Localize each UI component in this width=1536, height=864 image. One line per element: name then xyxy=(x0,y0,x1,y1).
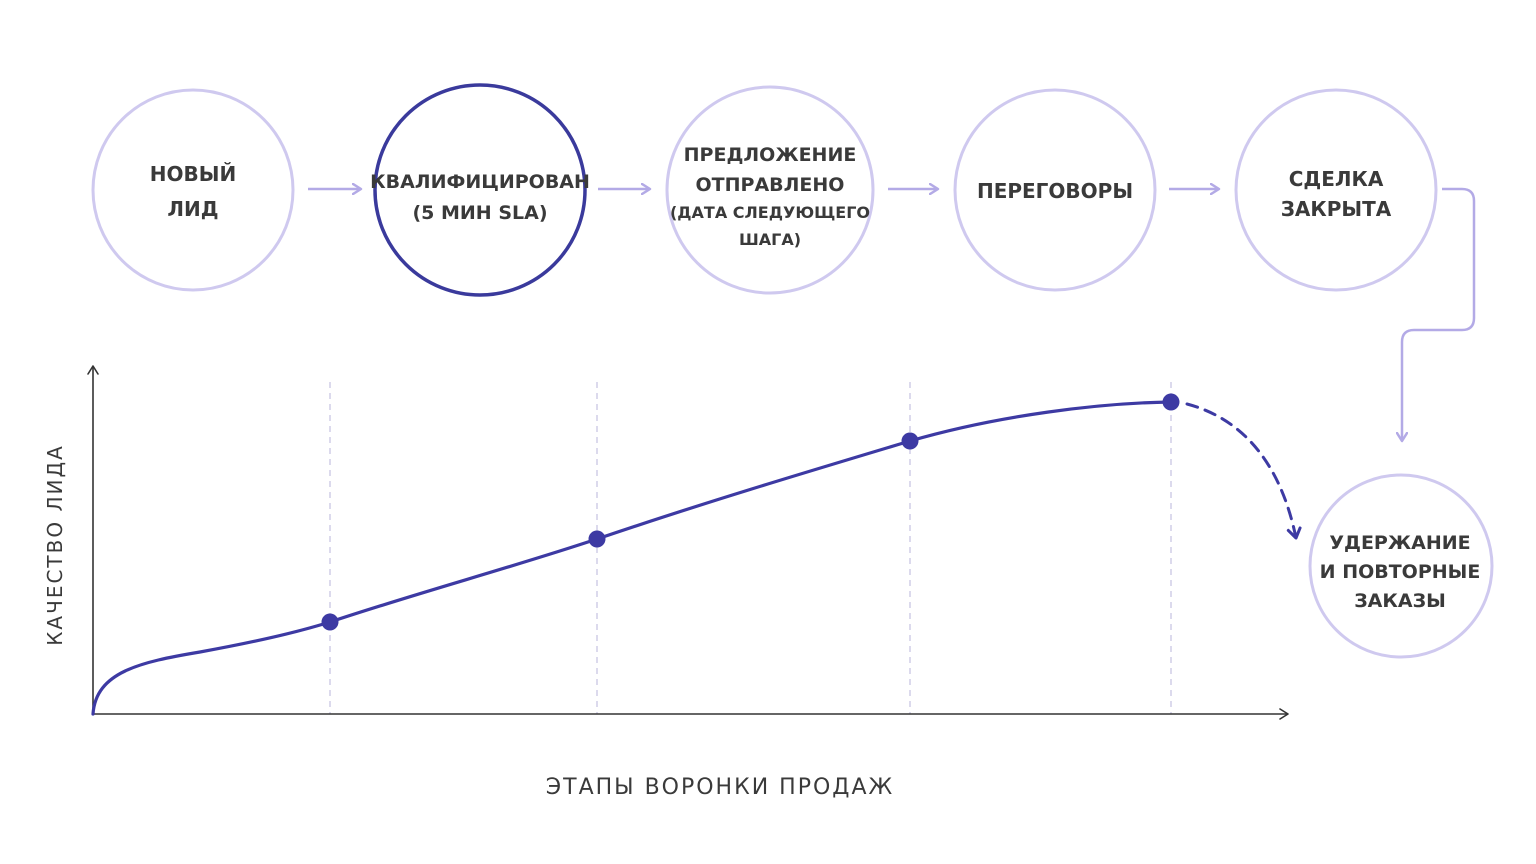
retention-line: УДЕРЖАНИЕ xyxy=(1329,532,1470,554)
stage-sub-line: (ДАТА СЛЕДУЮЩЕГО xyxy=(670,203,870,222)
stage-label-line: ПЕРЕГОВОРЫ xyxy=(977,179,1133,203)
curve-point xyxy=(588,530,606,548)
curve-point xyxy=(321,613,339,631)
lead-quality-curve xyxy=(91,400,1173,716)
retention-line: ЗАКАЗЫ xyxy=(1354,590,1446,612)
stage-proposal-sent: ПРЕДЛОЖЕНИЕ ОТПРАВЛЕНО (ДАТА СЛЕДУЮЩЕГО … xyxy=(665,85,875,295)
stage-sub-line: ШАГА) xyxy=(739,230,801,249)
stage-label-line: ЗАКРЫТА xyxy=(1281,197,1392,221)
stage-qualified: КВАЛИФИЦИРОВАН (5 МИН SLA) xyxy=(370,83,590,297)
curve-point xyxy=(901,432,919,450)
stage-label-line: КВАЛИФИЦИРОВАН xyxy=(370,171,590,193)
curve-point xyxy=(1162,393,1180,411)
stage-label-line: (5 МИН SLA) xyxy=(412,202,547,224)
stage-new-lead: НОВЫЙ ЛИД xyxy=(91,88,295,292)
stage-label-line: СДЕЛКА xyxy=(1289,167,1384,191)
lead-quality-chart: КАЧЕСТВО ЛИДА ЭТАПЫ ВОРОНКИ ПРОДАЖ xyxy=(43,365,1302,800)
connector-arrow xyxy=(1402,187,1476,441)
stage-label-line: ЛИД xyxy=(167,197,218,221)
stage-deal-closed: СДЕЛКА ЗАКРЫТА xyxy=(1234,88,1438,292)
retention-line: И ПОВТОРНЫЕ xyxy=(1320,561,1481,583)
stage-retention: УДЕРЖАНИЕ И ПОВТОРНЫЕ ЗАКАЗЫ xyxy=(1308,473,1494,659)
y-axis-title: КАЧЕСТВО ЛИДА xyxy=(43,444,67,646)
x-axis-title: ЭТАПЫ ВОРОНКИ ПРОДАЖ xyxy=(546,775,894,800)
stage-label-line: ОТПРАВЛЕНО xyxy=(696,174,845,196)
stage-negotiations: ПЕРЕГОВОРЫ xyxy=(953,88,1157,292)
stage-label-line: НОВЫЙ xyxy=(150,162,236,186)
retention-dashed-arrow xyxy=(1185,402,1302,540)
stage-label-line: ПРЕДЛОЖЕНИЕ xyxy=(684,144,857,166)
